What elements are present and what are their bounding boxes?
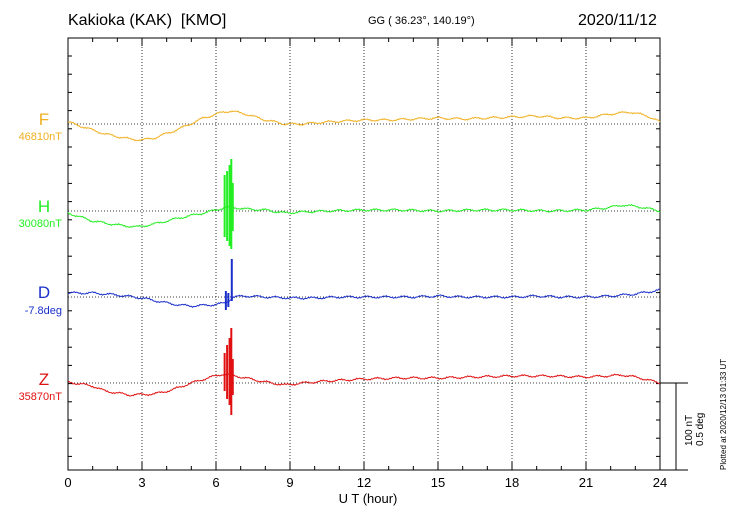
- x-tick-label-24: 24: [653, 475, 667, 490]
- x-tick-label-15: 15: [431, 475, 445, 490]
- series-baseline-Z: 35870nT: [19, 391, 63, 403]
- x-tick-label-0: 0: [64, 475, 71, 490]
- x-tick-label-21: 21: [579, 475, 593, 490]
- plot-date: 2020/11/12: [578, 12, 657, 29]
- series-label-H: H: [38, 197, 50, 216]
- page-title: Kakioka (KAK) [KMO]: [68, 12, 227, 29]
- series-baseline-H: 30080nT: [19, 218, 63, 230]
- station-coordinates: GG ( 36.23°, 140.19°): [368, 15, 475, 27]
- grid-lines: [68, 38, 660, 470]
- axis-ticks: [67, 38, 661, 470]
- x-tick-label-9: 9: [286, 475, 293, 490]
- scale-bar: [660, 382, 688, 471]
- series-baseline-D: -7.8deg: [25, 305, 62, 317]
- series-line-H: [67, 203, 661, 228]
- x-tick-label-3: 3: [138, 475, 145, 490]
- series-group: F 46810nT H 30080nT D -7.8deg Z 35870nT: [19, 110, 661, 415]
- x-tick-labels: 0 3 6 9 12 15 18 21 24: [64, 475, 667, 490]
- series-label-F: F: [39, 110, 49, 129]
- series-label-Z: Z: [39, 370, 49, 389]
- x-tick-label-12: 12: [357, 475, 371, 490]
- series-line-F: [67, 110, 661, 142]
- series-baseline-F: 46810nT: [19, 131, 63, 143]
- x-tick-label-6: 6: [212, 475, 219, 490]
- x-tick-label-18: 18: [505, 475, 519, 490]
- series-line-Z: [67, 372, 660, 397]
- series-line-D: [67, 288, 661, 308]
- series-label-D: D: [38, 283, 50, 302]
- x-axis-label: U T (hour): [339, 491, 398, 506]
